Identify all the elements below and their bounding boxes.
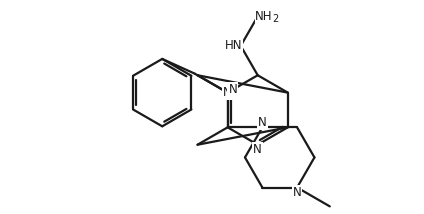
Text: NH: NH bbox=[255, 10, 273, 22]
Text: N: N bbox=[223, 86, 232, 99]
Text: N: N bbox=[258, 116, 267, 129]
Text: 2: 2 bbox=[273, 14, 279, 24]
Text: N: N bbox=[229, 83, 237, 96]
Text: N: N bbox=[253, 143, 262, 156]
Text: HN: HN bbox=[225, 39, 242, 52]
Text: N: N bbox=[293, 186, 301, 199]
